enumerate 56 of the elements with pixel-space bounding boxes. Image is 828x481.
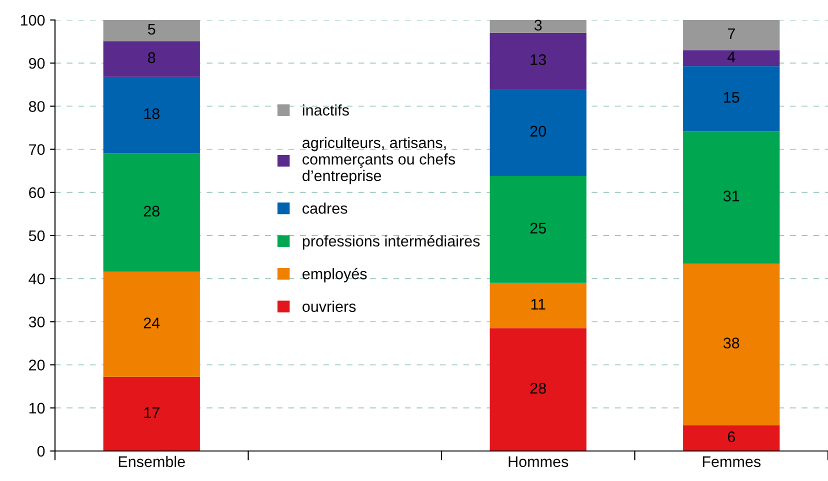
y-tick-label: 10 (29, 402, 45, 414)
bar (490, 328, 586, 451)
bar (490, 32, 586, 89)
data-label: 15 (724, 92, 740, 103)
bar (683, 50, 780, 66)
data-label: 4 (727, 52, 736, 62)
data-label: 5 (148, 24, 156, 35)
bar (683, 20, 780, 50)
y-tick-label: 60 (29, 187, 45, 198)
bar (103, 153, 200, 272)
x-tick-label: Femmes (702, 456, 761, 468)
data-label: 38 (723, 338, 740, 348)
data-label: 17 (144, 407, 160, 418)
bar (490, 176, 586, 283)
y-tick-label: 80 (28, 101, 45, 112)
bar (490, 88, 586, 176)
x-tick-label: Ensemble (118, 456, 185, 468)
bar (103, 41, 200, 77)
legend-label: employés (302, 268, 367, 282)
legend-label: inactifs (302, 104, 349, 116)
data-label: 6 (728, 431, 735, 442)
data-label: 8 (148, 52, 156, 64)
y-tick-label: 90 (29, 58, 45, 69)
bar (103, 20, 200, 42)
legend-label: cadres (302, 202, 348, 214)
bar (490, 20, 586, 33)
data-label: 31 (723, 190, 740, 202)
y-tick-label: 20 (29, 360, 45, 370)
bar (103, 76, 200, 154)
y-tick-label: 70 (29, 144, 45, 155)
bar (683, 264, 780, 426)
bar (490, 282, 586, 328)
data-label: 20 (530, 126, 546, 137)
data-label: 28 (530, 382, 546, 394)
bar (103, 376, 200, 451)
y-tick-label: 100 (20, 14, 45, 26)
y-tick-label: 0 (37, 446, 45, 457)
legend-label: ouvriers (302, 300, 356, 312)
data-label: 7 (728, 28, 735, 40)
bar (103, 272, 200, 377)
data-label: 11 (531, 298, 546, 310)
bar (683, 66, 780, 132)
bar (683, 131, 780, 264)
x-tick-label: Hommes (508, 456, 568, 468)
bar (683, 425, 780, 451)
data-label: 3 (534, 20, 542, 31)
data-label: 28 (144, 206, 160, 217)
data-label: 18 (144, 108, 160, 120)
y-tick-label: 30 (28, 316, 45, 328)
y-tick-label: 40 (28, 273, 45, 284)
y-tick-label: 50 (28, 230, 45, 242)
data-label: 13 (530, 54, 546, 66)
legend-label: professions intermédiaires (302, 235, 480, 250)
legend-label: agriculteurs, artisans, commerçants ou chefs d’entreprise (302, 136, 456, 184)
data-label: 25 (530, 222, 546, 234)
data-label: 24 (144, 318, 160, 328)
